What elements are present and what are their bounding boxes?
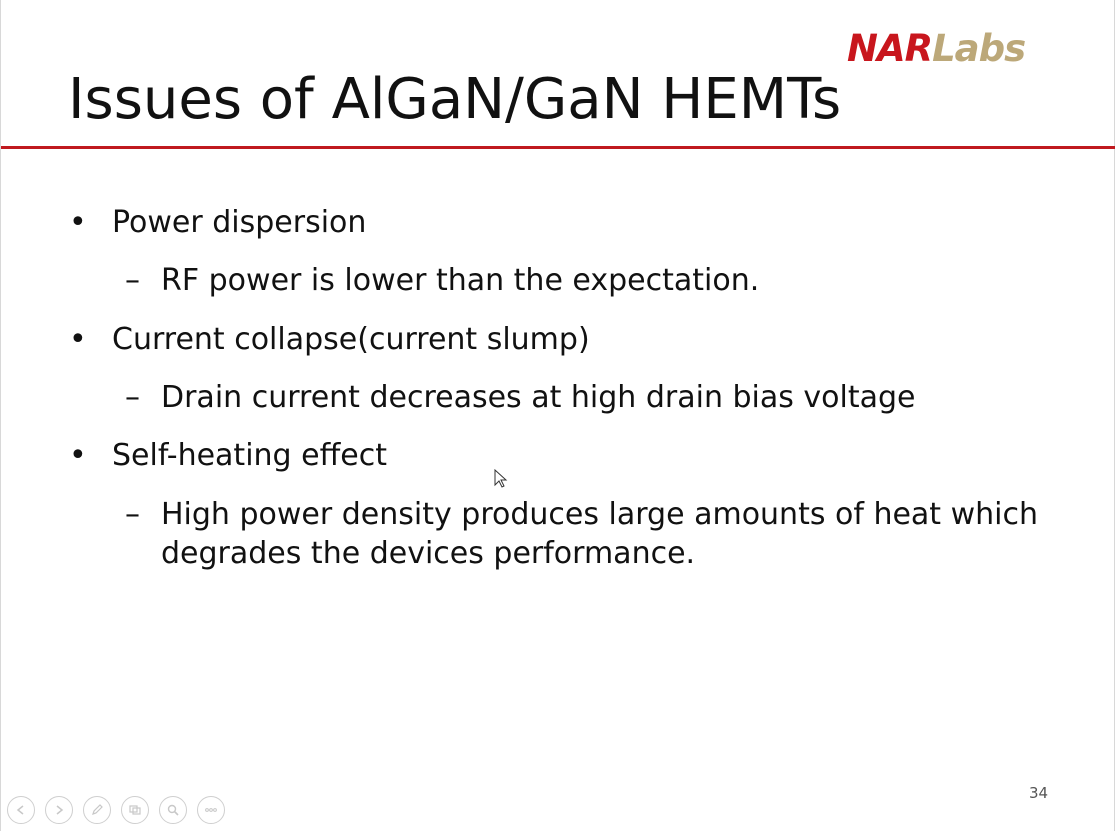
pen-icon — [92, 804, 103, 815]
narlabs-logo: NARLabs — [847, 27, 1026, 70]
bullet-self-heating: Self-heating effect — [112, 438, 387, 473]
slide-number: 34 — [1029, 784, 1049, 802]
zoom-button[interactable] — [159, 796, 187, 824]
pen-tool-button[interactable] — [83, 796, 111, 824]
see-all-slides-button[interactable] — [121, 796, 149, 824]
sub-bullet-high-power-density: High power density produces large amount… — [161, 497, 1039, 571]
dash-marker: – — [125, 380, 140, 415]
bullet-marker: • — [69, 438, 87, 473]
sub-bullet-drain-current: Drain current decreases at high drain bi… — [161, 380, 916, 415]
mouse-cursor-icon — [494, 469, 508, 488]
magnifier-icon — [167, 804, 179, 816]
slideshow-nav-controls — [7, 796, 225, 824]
logo-part-labs: Labs — [932, 27, 1026, 70]
slides-icon — [129, 805, 141, 815]
dash-marker: – — [125, 497, 140, 532]
more-icon — [205, 808, 217, 812]
bullet-marker: • — [69, 322, 87, 357]
title-underline-rule — [1, 146, 1115, 149]
bullet-marker: • — [69, 205, 87, 240]
arrow-right-icon — [56, 805, 64, 815]
bullet-power-dispersion: Power dispersion — [112, 205, 367, 240]
dash-marker: – — [125, 263, 140, 298]
next-slide-button[interactable] — [45, 796, 73, 824]
sub-bullet-rf-power: RF power is lower than the expectation. — [161, 263, 760, 298]
more-options-button[interactable] — [197, 796, 225, 824]
bullet-current-collapse: Current collapse(current slump) — [112, 322, 590, 357]
arrow-left-icon — [16, 805, 24, 815]
previous-slide-button[interactable] — [7, 796, 35, 824]
logo-part-nar: NAR — [847, 27, 933, 70]
slide-title: Issues of AlGaN/GaN HEMTs — [68, 67, 842, 132]
